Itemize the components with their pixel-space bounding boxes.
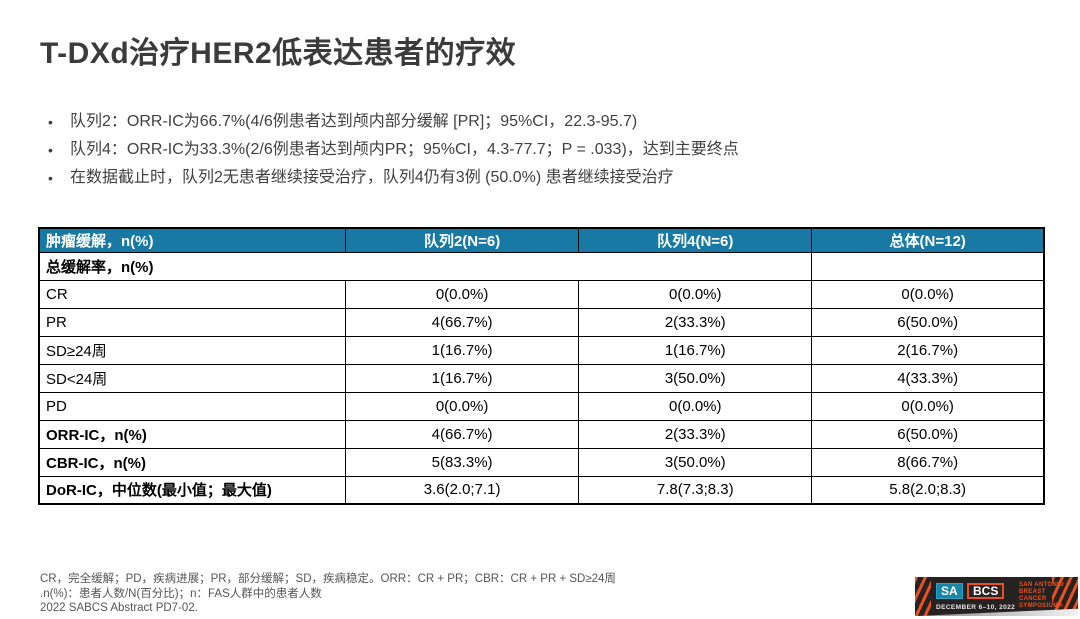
table-row-dor-ic: DoR-IC，中位数(最小值；最大值) 3.6(2.0;7.1) 7.8(7.3… [38, 475, 1045, 505]
table-cell: 0(0.0%) [578, 279, 813, 309]
table-cell: 6(50.0%) [811, 419, 1045, 449]
header-tumor-response: 肿瘤缓解，n(%) [38, 227, 347, 253]
footnote-definitions: .n(%)：患者人数/N(百分比)；n：FAS人群中的患者人数 [40, 587, 322, 600]
table-cell: 0(0.0%) [345, 391, 580, 421]
table-cell: 1(16.7%) [345, 335, 580, 365]
table-cell: 3.6(2.0;7.1) [345, 475, 580, 505]
bullet-item-data-cutoff: 在数据截止时，队列2无患者继续接受治疗，队列4仍有3例 (50.0%) 患者继续… [44, 164, 1044, 192]
row-label: 总缓解率，n(%) [38, 251, 813, 281]
row-label: SD≥24周 [38, 335, 347, 365]
table-cell: 4(33.3%) [811, 363, 1045, 393]
header-cohort4: 队列4(N=6) [578, 227, 813, 253]
table-cell: 2(33.3%) [578, 307, 813, 337]
table-row-sd-ge-24w: SD≥24周 1(16.7%) 1(16.7%) 2(16.7%) [38, 335, 1045, 365]
tumor-response-table: 肿瘤缓解，n(%) 队列2(N=6) 队列4(N=6) 总体(N=12) 总缓解… [38, 227, 1045, 505]
table-row-cbr-ic: CBR-IC，n(%) 5(83.3%) 3(50.0%) 8(66.7%) [38, 447, 1045, 477]
footnote-citation: 2022 SABCS Abstract PD7-02. [40, 602, 198, 614]
table-cell: 7.8(7.3;8.3) [578, 475, 813, 505]
table-cell: 5(83.3%) [345, 447, 580, 477]
logo-bcs-text: BCS [967, 583, 1005, 599]
table-header-row: 肿瘤缓解，n(%) 队列2(N=6) 队列4(N=6) 总体(N=12) [38, 227, 1045, 253]
table-cell: 0(0.0%) [345, 279, 580, 309]
table-cell: 2(16.7%) [811, 335, 1045, 365]
table-row-overall-response-rate: 总缓解率，n(%) [38, 251, 1045, 281]
table-row-orr-ic: ORR-IC，n(%) 4(66.7%) 2(33.3%) 6(50.0%) [38, 419, 1045, 449]
logo-date: DECEMBER 6–10, 2022 [936, 604, 1016, 611]
logo-tagline-line: SAN ANTONIO [1019, 582, 1064, 588]
table-row-pr: PR 4(66.7%) 2(33.3%) 6(50.0%) [38, 307, 1045, 337]
row-label: PD [38, 391, 347, 421]
logo-wedge-decoration [915, 608, 1078, 616]
table-cell: 3(50.0%) [578, 363, 813, 393]
table-row-sd-lt-24w: SD<24周 1(16.7%) 3(50.0%) 4(33.3%) [38, 363, 1045, 393]
table-cell: 6(50.0%) [811, 307, 1045, 337]
bullet-item-cohort4: 队列4：ORR-IC为33.3%(2/6例患者达到颅内PR；95%CI，4.3-… [44, 136, 1044, 164]
table-cell: 4(66.7%) [345, 307, 580, 337]
table-cell: 8(66.7%) [811, 447, 1045, 477]
sabcs-logo: SA BCS SAN ANTONIO BREAST CANCER SYMPOSI… [915, 577, 1078, 616]
table-cell: 0(0.0%) [578, 391, 813, 421]
row-label: DoR-IC，中位数(最小值；最大值) [38, 475, 347, 505]
table-cell: 0(0.0%) [811, 279, 1045, 309]
table-cell: 0(0.0%) [811, 391, 1045, 421]
bullet-list: 队列2：ORR-IC为66.7%(4/6例患者达到颅内部分缓解 [PR]；95%… [44, 108, 1044, 192]
row-label: PR [38, 307, 347, 337]
table-cell: 5.8(2.0;8.3) [811, 475, 1045, 505]
logo-tagline: SAN ANTONIO BREAST CANCER SYMPOSIUM® [1019, 582, 1064, 610]
logo-sa-text: SA [936, 583, 963, 599]
slide-title: T-DXd治疗HER2低表达患者的疗效 [40, 37, 517, 70]
footnote-abbreviations: CR，完全缓解；PD，疾病进展；PR，部分缓解；SD，疾病稳定。ORR：CR +… [40, 573, 616, 585]
row-label: SD<24周 [38, 363, 347, 393]
header-overall: 总体(N=12) [811, 227, 1045, 253]
header-cohort2: 队列2(N=6) [345, 227, 580, 253]
table-row-pd: PD 0(0.0%) 0(0.0%) 0(0.0%) [38, 391, 1045, 421]
row-label: ORR-IC，n(%) [38, 419, 347, 449]
table-cell: 3(50.0%) [578, 447, 813, 477]
row-label: CR [38, 279, 347, 309]
table-cell: 1(16.7%) [345, 363, 580, 393]
logo-tagline-line: SYMPOSIUM® [1019, 603, 1064, 609]
table-cell-empty [811, 251, 1045, 281]
logo-stripes-left-decoration [915, 577, 931, 616]
table-cell: 2(33.3%) [578, 419, 813, 449]
table-cell: 4(66.7%) [345, 419, 580, 449]
bullet-item-cohort2: 队列2：ORR-IC为66.7%(4/6例患者达到颅内部分缓解 [PR]；95%… [44, 108, 1044, 136]
table-cell: 1(16.7%) [578, 335, 813, 365]
table-row-cr: CR 0(0.0%) 0(0.0%) 0(0.0%) [38, 279, 1045, 309]
logo-tagline-line: BREAST [1019, 589, 1046, 595]
row-label: CBR-IC，n(%) [38, 447, 347, 477]
footnotes: CR，完全缓解；PD，疾病进展；PR，部分缓解；SD，疾病稳定。ORR：CR +… [40, 572, 616, 616]
logo-tagline-line: CANCER [1019, 596, 1047, 602]
